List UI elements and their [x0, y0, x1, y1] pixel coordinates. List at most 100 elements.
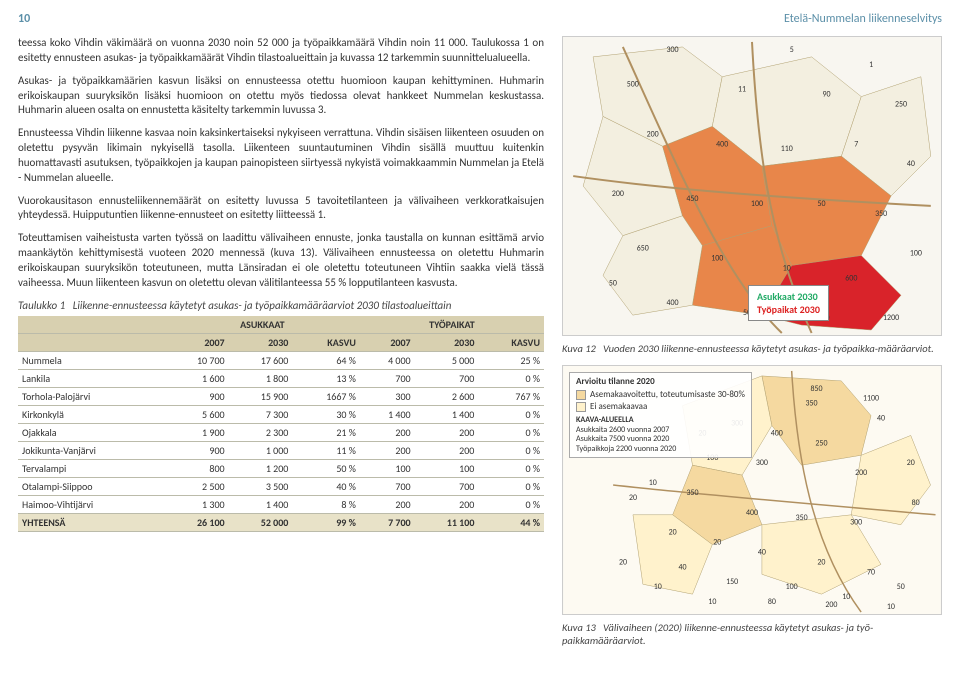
table-cell: 800	[165, 459, 229, 477]
figure-12-label: Kuva 12	[562, 342, 596, 355]
table-1: ASUKKAAT TYÖPAIKAT 20072030KASVU20072030…	[18, 316, 544, 532]
table-cell: Lankila	[18, 369, 165, 387]
table-1-col: 2030	[229, 333, 293, 351]
map-number-label: 50	[818, 199, 826, 209]
paragraph-3: Ennusteessa Vihdin liikenne kasvaa noin …	[18, 126, 544, 185]
table-cell: Ojakkala	[18, 423, 165, 441]
table-cell: 200	[360, 495, 415, 513]
map-number-label: 20	[907, 458, 915, 468]
map-number-label: 850	[810, 384, 822, 394]
map-number-label: 1200	[883, 313, 899, 323]
table-row: Otalampi-Siippoo2 5003 50040 %7007000 %	[18, 477, 544, 495]
table-cell: 5 000	[415, 351, 479, 369]
table-cell: Nummela	[18, 351, 165, 369]
map-number-label: 7	[854, 139, 858, 149]
table-cell: 200	[360, 441, 415, 459]
table-cell: 2 600	[415, 387, 479, 405]
table-cell: 1 300	[165, 495, 229, 513]
legend-row: Ei asemakaavaa	[576, 401, 745, 412]
map-number-label: 650	[637, 244, 649, 254]
table-cell: 7 300	[229, 405, 293, 423]
map-number-label: 10	[842, 592, 850, 602]
map-2030: 3005150011902502004001107402004501005035…	[562, 36, 942, 336]
page-number: 10	[18, 12, 30, 26]
table-cell: 0 %	[478, 405, 544, 423]
table-1-col: 2007	[165, 333, 229, 351]
table-cell: 900	[165, 441, 229, 459]
table-cell: 7 700	[360, 513, 415, 531]
table-cell: 8 %	[292, 495, 360, 513]
map-number-label: 80	[912, 498, 920, 508]
map-number-label: 200	[825, 600, 837, 610]
table-cell: 100	[415, 459, 479, 477]
table-total-row: YHTEENSÄ26 10052 00099 %7 70011 10044 %	[18, 513, 544, 531]
legend-swatch	[576, 402, 586, 412]
table-cell: 10 700	[165, 351, 229, 369]
legend-label: Asemakaavoitettu, toteutumisaste 30-80%	[590, 389, 745, 400]
map-number-label: 10	[654, 582, 662, 592]
map-number-label: 400	[716, 139, 728, 149]
map-number-label: 11	[738, 85, 746, 95]
table-cell: 0 %	[478, 495, 544, 513]
map-number-label: 50	[897, 582, 905, 592]
table-cell: 13 %	[292, 369, 360, 387]
table-cell: 50 %	[292, 459, 360, 477]
map-number-label: 200	[855, 468, 867, 478]
table-cell: Jokikunta-Vanjärvi	[18, 441, 165, 459]
figure-13-label: Kuva 13	[562, 621, 596, 634]
th-blank	[18, 316, 165, 334]
table-cell: 100	[360, 459, 415, 477]
map-number-label: 400	[746, 508, 758, 518]
table-cell: 300	[360, 387, 415, 405]
map-number-label: 40	[907, 159, 915, 169]
paragraph-4: Vuorokausitason ennusteliikennemäärät on…	[18, 194, 544, 224]
table-cell: 700	[415, 477, 479, 495]
table-cell: 1 400	[415, 405, 479, 423]
map-number-label: 70	[867, 567, 875, 577]
legend-swatch	[576, 390, 586, 400]
table-cell: 2 300	[229, 423, 293, 441]
table-row: Ojakkala1 9002 30021 %2002000 %	[18, 423, 544, 441]
table-1-col	[18, 333, 165, 351]
table-1-head: ASUKKAAT TYÖPAIKAT 20072030KASVU20072030…	[18, 316, 544, 352]
kaava-box: KAAVA-ALUEELLA Asukkaita 2600 vuonna 200…	[576, 416, 745, 454]
map-number-label: 250	[815, 438, 827, 448]
table-row: Nummela10 70017 60064 %4 0005 00025 %	[18, 351, 544, 369]
map-2020: 8503501100403004002025010030020020103502…	[562, 365, 942, 615]
table-1-col: KASVU	[478, 333, 544, 351]
table-cell: 200	[415, 495, 479, 513]
th-group-asukkaat: ASUKKAAT	[165, 316, 360, 334]
table-row: Tervalampi8001 20050 %1001000 %	[18, 459, 544, 477]
table-row: Jokikunta-Vanjärvi9001 00011 %2002000 %	[18, 441, 544, 459]
table-cell: 1 900	[165, 423, 229, 441]
map-number-label: 40	[877, 414, 885, 424]
table-cell: 3 500	[229, 477, 293, 495]
table-cell: 25 %	[478, 351, 544, 369]
table-cell: 1667 %	[292, 387, 360, 405]
table-cell: Torhola-Palojärvi	[18, 387, 165, 405]
map2-legend-title: Arvioitu tilanne 2020	[576, 376, 745, 387]
map-number-label: 20	[817, 557, 825, 567]
map-number-label: 110	[781, 144, 793, 154]
paragraph-5: Toteuttamisen vaiheistusta varten työssä…	[18, 231, 544, 290]
th-group-tyopaikat: TYÖPAIKAT	[360, 316, 544, 334]
table-cell: 0 %	[478, 477, 544, 495]
table-cell: 200	[415, 441, 479, 459]
table-cell: 700	[415, 369, 479, 387]
right-column: 3005150011902502004001107402004501005035…	[562, 36, 942, 657]
legend-label: Ei asemakaavaa	[590, 401, 647, 412]
map-number-label: 1	[869, 60, 873, 70]
table-cell: 2 500	[165, 477, 229, 495]
kaava-line: Työpaikkoja 2200 vuonna 2020	[576, 445, 745, 455]
page-header: 10 Etelä-Nummelan liikenneselvitys	[18, 12, 942, 26]
table-cell: 200	[360, 423, 415, 441]
table-cell: 700	[360, 477, 415, 495]
map-number-label: 20	[713, 538, 721, 548]
table-cell: 200	[415, 423, 479, 441]
table-cell: 30 %	[292, 405, 360, 423]
table-cell: 1 200	[229, 459, 293, 477]
table-cell: 5 600	[165, 405, 229, 423]
left-column: teessa koko Vihdin väkimäärä on vuonna 2…	[18, 36, 544, 657]
table-row: Lankila1 6001 80013 %7007000 %	[18, 369, 544, 387]
table-cell: 99 %	[292, 513, 360, 531]
